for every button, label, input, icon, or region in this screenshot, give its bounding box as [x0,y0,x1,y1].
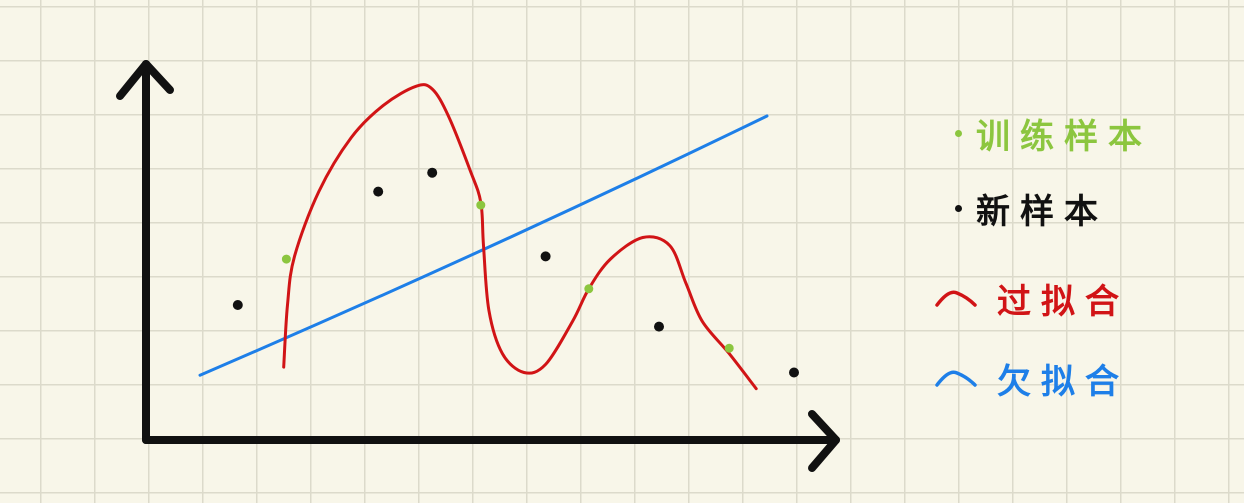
new-sample-point-6 [789,367,799,378]
legend-item-train-sample: 训练样本 [935,108,1152,158]
new-sample-point-1 [232,300,243,310]
y-axis-arrowhead [116,60,174,100]
x-axis-arrowhead [808,410,840,472]
new-sample-point-2 [373,186,384,197]
train-sample-point-1 [281,254,291,264]
axes [116,60,840,472]
new-sample-point-5 [654,321,664,332]
train-sample-point-3 [584,284,594,294]
legend-label-underfit: 欠拟合 [997,361,1129,402]
underfit-line [198,114,769,377]
legend-item-underfit: 欠拟合 [935,353,1129,403]
underfit-marker [935,370,977,387]
train-sample-marker [955,129,962,137]
train-sample-point-2 [476,200,486,210]
new-sample-point-3 [427,167,438,178]
new-sample-marker [955,204,962,212]
overfit-curve [282,83,758,391]
new-samples [232,167,799,378]
train-samples [281,200,734,353]
legend-label-overfit: 过拟合 [997,281,1129,322]
legend-label-train-sample: 训练样本 [976,116,1152,157]
new-sample-point-4 [540,251,551,262]
legend-item-new-sample: 新样本 [935,183,1108,233]
legend-label-new-sample: 新样本 [976,191,1108,232]
train-sample-point-4 [724,343,734,353]
legend-item-overfit: 过拟合 [935,273,1129,323]
overfit-marker [935,290,977,307]
